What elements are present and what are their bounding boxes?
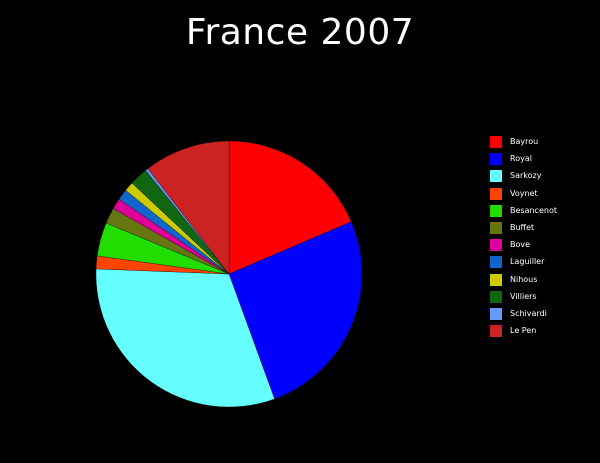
legend-item: Bove xyxy=(490,238,590,255)
legend-item: Laguiller xyxy=(490,255,590,272)
legend-item: Villiers xyxy=(490,290,590,307)
legend-item: Royal xyxy=(490,152,590,169)
legend-swatch xyxy=(490,221,502,234)
legend-label: Nihous xyxy=(510,274,538,284)
legend-label: Besancenot xyxy=(510,205,557,215)
legend-label: Bove xyxy=(510,240,531,250)
legend-item: Le Pen xyxy=(490,324,590,341)
legend-item: Nihous xyxy=(490,273,590,290)
legend-item: Bayrou xyxy=(490,135,590,152)
legend-swatch xyxy=(490,290,502,303)
legend: Bayrou Royal Sarkozy Voynet Besancenot Buffet… xyxy=(490,135,590,341)
legend-swatch xyxy=(490,256,502,269)
legend-swatch xyxy=(490,273,502,286)
legend-label: Bayrou xyxy=(510,137,539,146)
legend-item: Schivardi xyxy=(490,307,590,324)
legend-label: Schivardi xyxy=(510,308,547,318)
legend-item: Voynet xyxy=(490,187,590,204)
legend-label: Sarkozy xyxy=(510,171,542,181)
legend-label: Voynet xyxy=(510,188,538,198)
legend-swatch xyxy=(490,239,502,252)
legend-swatch xyxy=(490,187,502,200)
pie-slice-sarkozy xyxy=(95,268,275,408)
pie-slice-le-pen xyxy=(147,140,230,275)
legend-label: Laguiller xyxy=(510,257,545,267)
legend-item: Besancenot xyxy=(490,204,590,221)
legend-label: Le Pen xyxy=(510,326,537,336)
legend-swatch xyxy=(490,204,502,217)
legend-item: Buffet xyxy=(490,221,590,238)
legend-swatch xyxy=(490,307,502,320)
legend-label: Villiers xyxy=(510,291,537,301)
legend-label: Buffet xyxy=(510,222,535,232)
legend-item: Sarkozy xyxy=(490,169,590,186)
pie-slice-bayrou xyxy=(228,140,352,275)
legend-swatch xyxy=(490,153,502,166)
legend-swatch xyxy=(490,170,502,183)
legend-swatch xyxy=(490,325,502,338)
legend-label: Royal xyxy=(510,154,532,164)
chart-title: France 2007 xyxy=(185,12,415,53)
pie-slice-royal xyxy=(228,221,363,400)
legend-swatch xyxy=(490,136,502,148)
